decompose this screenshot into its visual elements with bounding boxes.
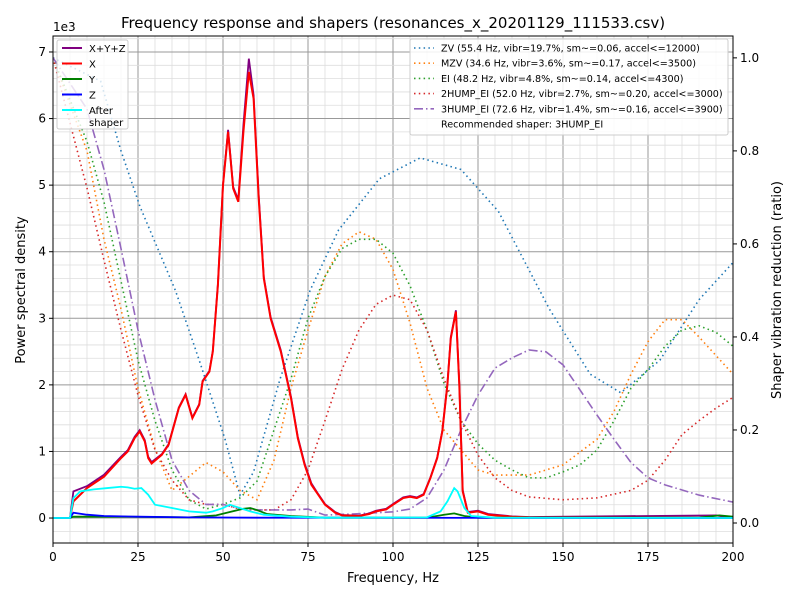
y-tick-label: 0 bbox=[38, 511, 46, 525]
y-right-tick-label: 0.4 bbox=[740, 330, 759, 344]
y-right-tick-label: 0.8 bbox=[740, 144, 759, 158]
y-tick-label: 4 bbox=[38, 245, 46, 259]
legend-shapers: ZV (55.4 Hz, vibr=19.7%, sm~=0.06, accel… bbox=[409, 38, 729, 136]
legend-label: After bbox=[89, 106, 114, 117]
y-right-tick-label: 0.2 bbox=[740, 423, 759, 437]
x-tick-label: 125 bbox=[467, 550, 490, 564]
y-tick-label: 3 bbox=[38, 311, 46, 325]
x-tick-label: 200 bbox=[722, 550, 745, 564]
legend-box bbox=[56, 39, 129, 130]
y-right-tick-label: 0.0 bbox=[740, 516, 759, 530]
y-right-tick-label: 0.6 bbox=[740, 237, 759, 251]
x-tick-label: 100 bbox=[382, 550, 405, 564]
y-axis-label: Power spectral density bbox=[14, 216, 29, 364]
legend-label: 2HUMP_EI (52.0 Hz, vibr=2.7%, sm~=0.20, … bbox=[441, 89, 723, 100]
x-axis-label: Frequency, Hz bbox=[347, 571, 439, 586]
psd-line-after bbox=[53, 485, 733, 519]
plot-frame bbox=[52, 35, 734, 544]
psd-line-x bbox=[53, 71, 733, 520]
y-offset-label: 1e3 bbox=[53, 20, 76, 34]
legend-label: MZV (34.6 Hz, vibr=3.6%, sm~=0.17, accel… bbox=[441, 59, 696, 70]
recommended-shaper-note: Recommended shaper: 3HUMP_EI bbox=[441, 120, 603, 131]
legend-label: X bbox=[89, 60, 96, 71]
axis-ticks: 0 25 50 75 100 125 150 175 200 0 1 2 3 4 5 6 7 0.0 0.2 0.4 0… bbox=[38, 45, 759, 564]
grid bbox=[52, 36, 734, 543]
legend-label: 3HUMP_EI (72.6 Hz, vibr=1.4%, sm~=0.16, … bbox=[441, 104, 723, 115]
y-tick-label: 1 bbox=[38, 444, 46, 458]
legend-box bbox=[409, 38, 729, 136]
y-tick-label: 7 bbox=[38, 45, 46, 59]
x-tick-label: 25 bbox=[130, 550, 145, 564]
legend-label: EI (48.2 Hz, vibr=4.8%, sm~=0.14, accel<… bbox=[441, 74, 683, 85]
legend-label: shaper bbox=[89, 118, 124, 129]
shaper-line-3hump-ei bbox=[53, 57, 733, 516]
y-tick-label: 5 bbox=[38, 178, 46, 192]
x-tick-label: 50 bbox=[215, 550, 230, 564]
x-tick-label: 175 bbox=[637, 550, 660, 564]
legend-label: ZV (55.4 Hz, vibr=19.7%, sm~=0.06, accel… bbox=[441, 44, 700, 55]
legend-label: X+Y+Z bbox=[89, 44, 126, 55]
legend-label: Y bbox=[88, 75, 96, 86]
shaper-line-zv bbox=[53, 57, 733, 498]
shaper-line-ei bbox=[53, 57, 733, 510]
legend-label: Z bbox=[89, 91, 96, 102]
y-right-tick-label: 1.0 bbox=[740, 51, 759, 65]
y-axis-label-right: Shaper vibration reduction (ratio) bbox=[770, 181, 785, 399]
x-tick-label: 150 bbox=[552, 550, 575, 564]
x-tick-label: 75 bbox=[300, 550, 315, 564]
x-tick-label: 0 bbox=[49, 550, 57, 564]
y-tick-label: 2 bbox=[38, 378, 46, 392]
chart-title: Frequency response and shapers (resonanc… bbox=[121, 14, 665, 33]
y-tick-label: 6 bbox=[38, 112, 46, 126]
series-lines bbox=[53, 57, 733, 520]
